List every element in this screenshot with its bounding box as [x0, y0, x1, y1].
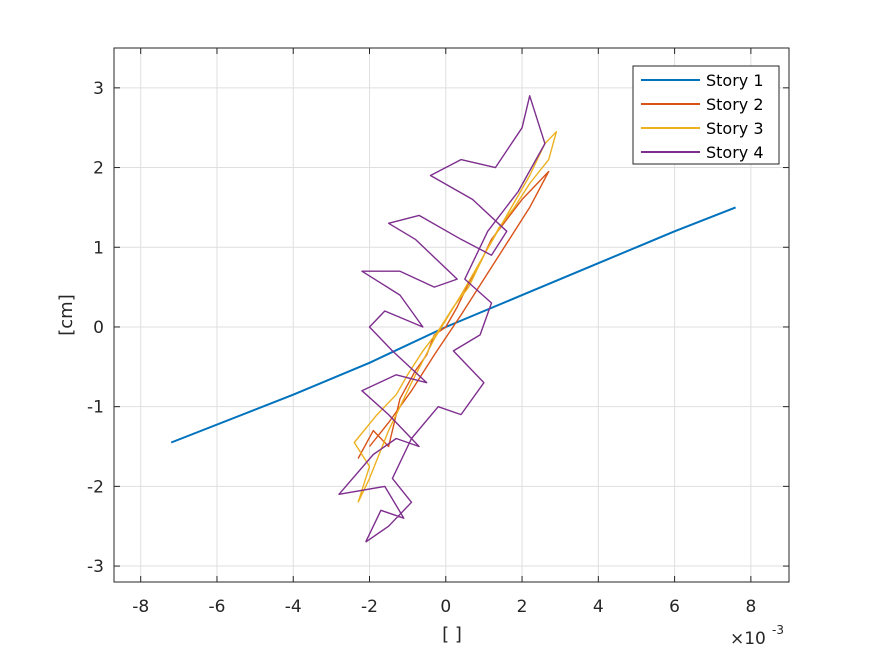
series-line-story-4	[338, 95, 546, 543]
ticks	[114, 48, 789, 582]
y-tick-label: -3	[87, 557, 104, 577]
y-tick-label: 3	[93, 79, 104, 99]
series-layer	[170, 95, 736, 543]
plot-frame	[113, 47, 790, 583]
x-tick-label: 4	[593, 597, 604, 617]
y-tick-label: -1	[87, 398, 104, 418]
x-tick-label: -2	[361, 597, 378, 617]
y-tick-label: 1	[93, 238, 104, 258]
legend: Story 1 Story 2 Story 3 Story 4	[632, 65, 780, 165]
x-tick-label: 8	[745, 597, 756, 617]
x-tick-label: 2	[517, 597, 528, 617]
x-exponent-label: ×10 -3	[730, 623, 784, 649]
series-line-story-1	[170, 206, 736, 444]
x-tick-label: -4	[285, 597, 302, 617]
legend-box	[632, 65, 780, 165]
y-axis-label: [cm]	[56, 294, 77, 335]
legend-label-story-2: Story 2	[706, 95, 764, 114]
series-line-story-3	[353, 131, 558, 503]
legend-label-story-1: Story 1	[706, 71, 764, 90]
x-tick-label: -8	[132, 597, 149, 617]
x-tick-label: 0	[440, 597, 451, 617]
x-axis-label: [ ]	[442, 624, 462, 645]
y-tick-labels: -3 -2 -1 0 1 2 3	[87, 79, 104, 577]
legend-label-story-3: Story 3	[706, 119, 764, 138]
x-tick-label: -6	[208, 597, 225, 617]
x-exponent-power: -3	[772, 623, 784, 637]
x-tick-labels: -8 -6 -4 -2 0 2 4 6 8	[132, 597, 756, 617]
legend-label-story-4: Story 4	[706, 143, 764, 162]
x-exponent-base: ×10	[730, 629, 766, 649]
y-tick-label: -2	[87, 477, 104, 497]
x-tick-label: 6	[669, 597, 680, 617]
y-tick-label: 0	[93, 318, 104, 338]
y-tick-label: 2	[93, 159, 104, 179]
